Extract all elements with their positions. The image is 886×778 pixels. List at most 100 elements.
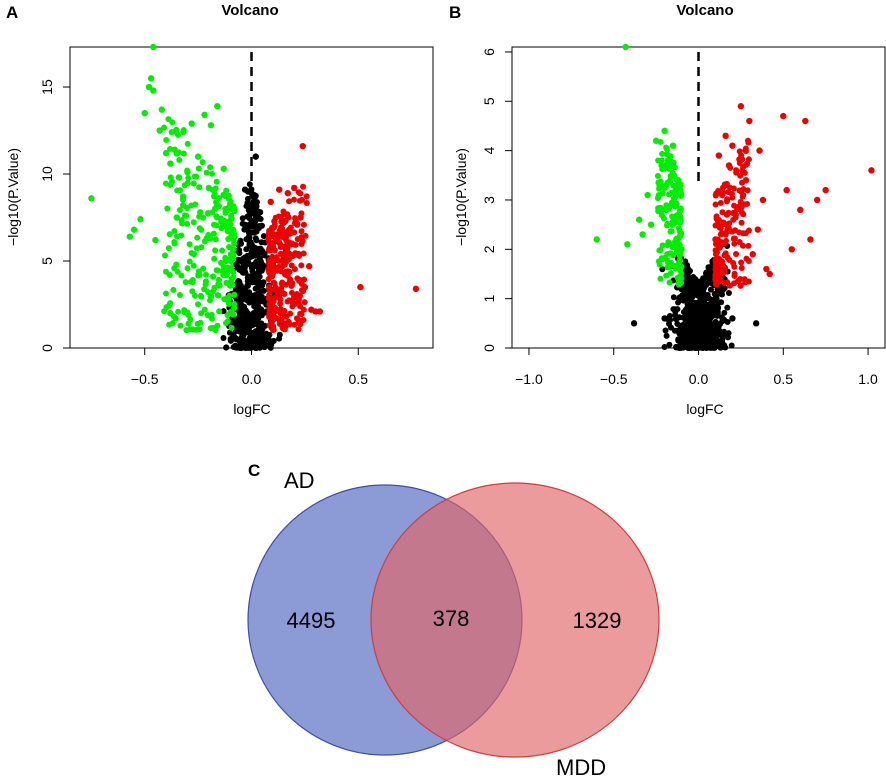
point-ns bbox=[711, 343, 718, 350]
point-down bbox=[182, 279, 189, 286]
point-up bbox=[726, 257, 733, 264]
point-up bbox=[766, 270, 773, 278]
point-down bbox=[184, 265, 191, 272]
venn-count-ad-only: 4495 bbox=[287, 608, 336, 633]
point-ns bbox=[696, 288, 703, 295]
panel-letter-c: C bbox=[248, 461, 260, 480]
point-up bbox=[738, 219, 745, 226]
point-down bbox=[213, 267, 220, 274]
point-up bbox=[734, 206, 741, 213]
point-down bbox=[205, 184, 212, 192]
point-down bbox=[664, 251, 671, 258]
venn-count-overlap: 378 bbox=[433, 606, 470, 631]
point-ns bbox=[714, 286, 721, 293]
point-down bbox=[220, 263, 227, 270]
point-down bbox=[230, 246, 237, 253]
point-up bbox=[717, 231, 724, 238]
point-up bbox=[868, 167, 875, 174]
point-down bbox=[195, 301, 202, 308]
point-down bbox=[191, 292, 198, 299]
point-ns bbox=[688, 341, 695, 348]
point-up bbox=[269, 261, 277, 268]
point-ns bbox=[712, 306, 719, 313]
point-ns bbox=[268, 341, 275, 348]
point-down bbox=[216, 282, 223, 289]
point-up bbox=[300, 306, 307, 313]
point-up bbox=[292, 215, 299, 222]
point-up bbox=[286, 278, 294, 286]
point-up bbox=[737, 198, 744, 205]
point-up bbox=[722, 132, 729, 140]
point-ns bbox=[686, 306, 693, 313]
point-down bbox=[175, 308, 182, 315]
y-axis-label-b: −log10(P.Value) bbox=[453, 148, 469, 246]
point-ns bbox=[245, 292, 252, 299]
point-down bbox=[644, 191, 651, 199]
point-up bbox=[731, 235, 738, 242]
x-tick-label: −1.0 bbox=[515, 371, 543, 387]
point-down bbox=[178, 272, 185, 279]
x-axis-label-a: logFC bbox=[233, 401, 270, 417]
y-tick-label: 0 bbox=[481, 344, 497, 352]
point-down bbox=[219, 247, 226, 254]
y-tick-label: 0 bbox=[39, 344, 55, 352]
point-ns bbox=[237, 240, 245, 247]
point-down bbox=[210, 288, 217, 295]
point-up bbox=[298, 311, 305, 318]
point-down bbox=[173, 261, 180, 268]
point-ns bbox=[223, 344, 230, 351]
point-down bbox=[664, 220, 671, 227]
point-down bbox=[204, 311, 211, 318]
point-up bbox=[729, 142, 736, 149]
point-down bbox=[214, 102, 221, 110]
venn-count-mdd-only: 1329 bbox=[573, 608, 622, 633]
point-up bbox=[275, 238, 282, 245]
point-up bbox=[719, 191, 726, 199]
point-ns bbox=[243, 340, 250, 347]
point-ns bbox=[678, 286, 685, 293]
point-ns bbox=[711, 290, 718, 297]
point-up bbox=[293, 294, 300, 301]
point-up bbox=[282, 249, 289, 256]
point-down bbox=[677, 279, 684, 286]
x-axis-b: −1.0 −0.5 0.0 0.5 1.0 bbox=[515, 348, 878, 387]
point-ns bbox=[248, 339, 255, 346]
point-up bbox=[726, 220, 733, 227]
point-down bbox=[221, 217, 228, 224]
point-down bbox=[212, 247, 219, 254]
point-up bbox=[731, 240, 738, 247]
point-down bbox=[192, 201, 199, 208]
point-ns bbox=[239, 215, 246, 222]
point-up bbox=[721, 182, 728, 189]
point-up bbox=[780, 112, 787, 120]
point-ns bbox=[236, 250, 243, 257]
point-down bbox=[174, 233, 181, 240]
point-down bbox=[223, 187, 230, 194]
point-down bbox=[181, 182, 188, 189]
venn-panel-c: C AD MDD 4495 378 1329 bbox=[247, 461, 660, 778]
point-ns bbox=[250, 229, 257, 236]
x-axis-label-b: logFC bbox=[686, 401, 723, 417]
point-up bbox=[266, 294, 273, 301]
point-down bbox=[624, 241, 631, 248]
y-tick-label: 4 bbox=[481, 147, 497, 155]
point-ns bbox=[680, 314, 687, 321]
point-up bbox=[266, 286, 273, 293]
point-up bbox=[723, 198, 730, 205]
point-down bbox=[663, 202, 670, 209]
point-up bbox=[754, 226, 762, 233]
point-up bbox=[745, 278, 752, 285]
point-up bbox=[745, 242, 752, 249]
point-down bbox=[195, 268, 202, 275]
point-ns bbox=[684, 273, 691, 280]
point-up bbox=[267, 227, 274, 234]
point-ns bbox=[249, 253, 256, 260]
point-ns bbox=[276, 335, 283, 342]
point-down bbox=[677, 219, 684, 226]
point-up bbox=[807, 236, 814, 243]
point-up bbox=[271, 280, 278, 287]
point-up bbox=[756, 147, 763, 154]
point-up bbox=[288, 289, 295, 296]
point-up bbox=[285, 268, 292, 275]
point-ns bbox=[691, 334, 698, 341]
